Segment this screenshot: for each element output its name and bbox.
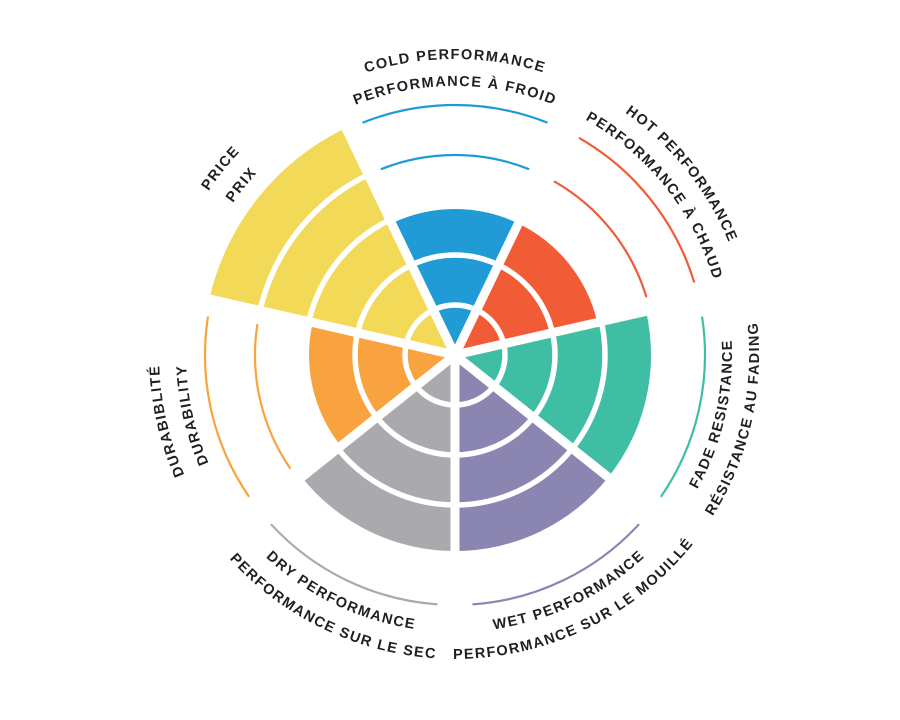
sector-separator-6 — [337, 116, 460, 357]
wedge-cold — [391, 209, 519, 355]
label-wet-line2: WET PERFORMANCE — [492, 547, 648, 633]
label-text-price-line2: PRIX — [223, 164, 259, 205]
label-text-dry-line2: DRY PERFORMANCE — [263, 548, 416, 633]
label-cold-line2: PERFORMANCE À FROID — [351, 74, 559, 109]
sector-separator-1 — [453, 292, 712, 360]
level-arc-durability-5 — [203, 316, 250, 498]
level-arc-cold-5 — [362, 103, 548, 124]
label-hot-line1: HOT PERFORMANCE — [623, 103, 741, 245]
level-arc-hot-4 — [553, 180, 648, 298]
level-arc-dry-5 — [270, 523, 438, 606]
label-text-wet-line2: WET PERFORMANCE — [492, 547, 647, 633]
label-text-cold-line2: PERFORMANCE À FROID — [351, 74, 557, 109]
wedge-durability — [308, 322, 455, 447]
label-text-hot-line1: HOT PERFORMANCE — [623, 103, 739, 245]
label-text-cold-line1: COLD PERFORMANCE — [362, 47, 546, 77]
label-cold-line1: COLD PERFORMANCE — [362, 47, 547, 77]
sector-separator-5 — [198, 292, 457, 360]
sector-separator-4 — [247, 351, 458, 522]
level-arcs-layer — [203, 103, 707, 606]
level-arc-fade-5 — [660, 316, 707, 498]
level-arc-durability-4 — [253, 323, 291, 469]
label-price-line2: PRIX — [223, 164, 260, 205]
sector-separator-0 — [450, 116, 573, 357]
sector-separator-2 — [452, 351, 663, 522]
level-arc-cold-4 — [380, 153, 530, 171]
level-arc-hot-5 — [578, 137, 696, 283]
wedge-price — [209, 127, 455, 356]
level-arc-wet-5 — [472, 523, 640, 606]
label-dry-line2: DRY PERFORMANCE — [263, 548, 417, 633]
wedges-layer — [209, 127, 652, 551]
